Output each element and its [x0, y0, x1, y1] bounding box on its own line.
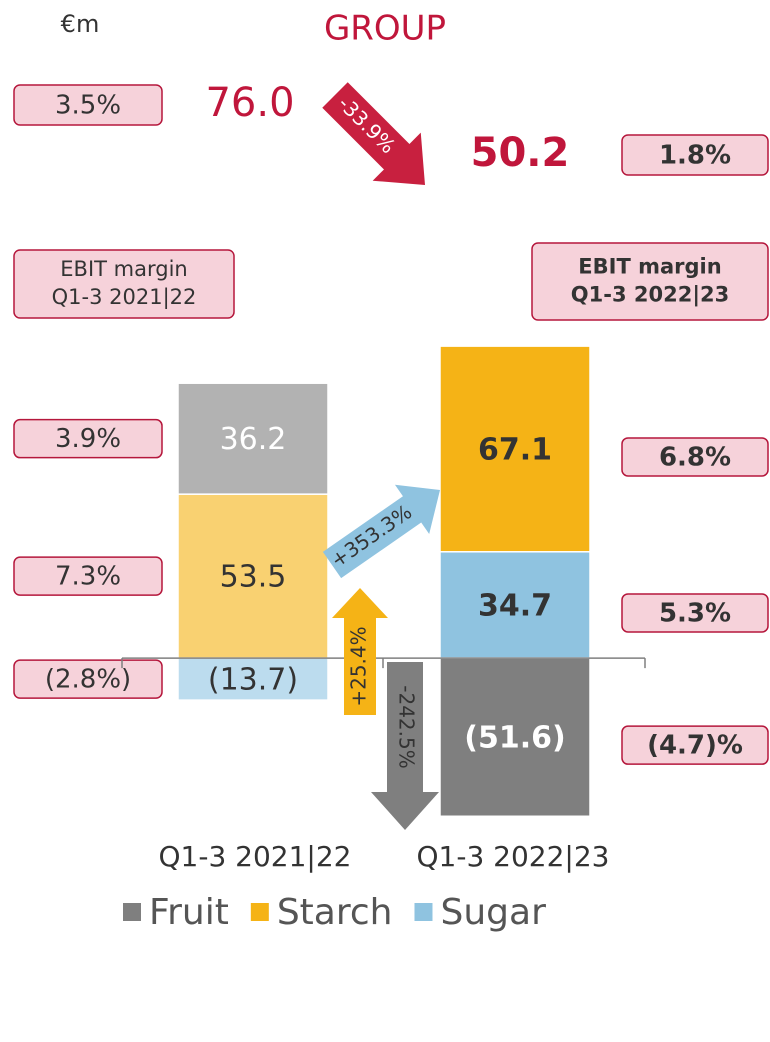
- data-label: 34.7: [478, 588, 552, 623]
- segment-margin-box: [13, 659, 163, 699]
- segment-margin: (4.7)%: [647, 731, 743, 761]
- data-label: 53.5: [220, 560, 287, 595]
- legend-swatch: [414, 903, 433, 921]
- total-margin-box: [621, 134, 769, 176]
- segment-margin: 7.3%: [55, 562, 121, 592]
- margin-header: Q1-3 2021|22: [52, 285, 197, 310]
- segment-margin: 6.8%: [659, 442, 731, 472]
- change-label: +353.3%: [326, 500, 416, 573]
- total-margin: 3.5%: [55, 91, 121, 121]
- legend-label: Sugar: [440, 892, 546, 933]
- bar-segment: [177, 657, 329, 701]
- segment-margin-box: [13, 418, 163, 459]
- legend-label: Fruit: [149, 892, 229, 933]
- chart-title: GROUP: [324, 9, 446, 49]
- x-tick-label: Q1-3 2021|22: [159, 840, 352, 873]
- segment-margin-box: [621, 593, 769, 633]
- margin-header: EBIT margin: [578, 255, 721, 279]
- data-label: (51.6): [464, 721, 565, 756]
- segment-margin: (2.8%): [45, 665, 131, 695]
- change-arrow: [322, 484, 440, 579]
- total-change-arrow: [322, 82, 425, 185]
- segment-margin-box: [13, 556, 163, 596]
- margin-header: EBIT margin: [60, 257, 187, 281]
- margin-header-box: [531, 242, 769, 321]
- bar-segment: [439, 345, 591, 553]
- total-margin: 1.8%: [659, 141, 731, 171]
- legend-swatch: [123, 903, 141, 921]
- bar-segment: [439, 551, 591, 659]
- segment-margin: 3.9%: [55, 424, 121, 454]
- bar-segment: [177, 382, 329, 495]
- change-arrow: [332, 588, 388, 715]
- margin-header-box: [13, 249, 235, 319]
- data-label: 36.2: [220, 422, 287, 457]
- legend-label: Starch: [277, 892, 393, 933]
- unit-label: €m: [61, 10, 100, 38]
- segment-margin: 5.3%: [659, 598, 731, 628]
- data-label: 67.1: [478, 432, 552, 467]
- total-value: 50.2: [471, 130, 570, 176]
- change-label: -242.5%: [395, 685, 419, 768]
- data-label: (13.7): [208, 663, 298, 698]
- segment-margin-box: [621, 437, 769, 477]
- total-margin-box: [13, 84, 163, 126]
- bar-segment: [177, 493, 329, 659]
- total-value: 76.0: [205, 80, 294, 126]
- change-label: +25.4%: [347, 626, 371, 706]
- margin-header: Q1-3 2022|23: [571, 283, 729, 308]
- legend-swatch: [250, 903, 269, 921]
- bar-segment: [439, 657, 591, 818]
- change-arrow: [371, 662, 439, 830]
- segment-margin-box: [621, 725, 769, 765]
- x-tick-label: Q1-3 2022|23: [417, 840, 610, 873]
